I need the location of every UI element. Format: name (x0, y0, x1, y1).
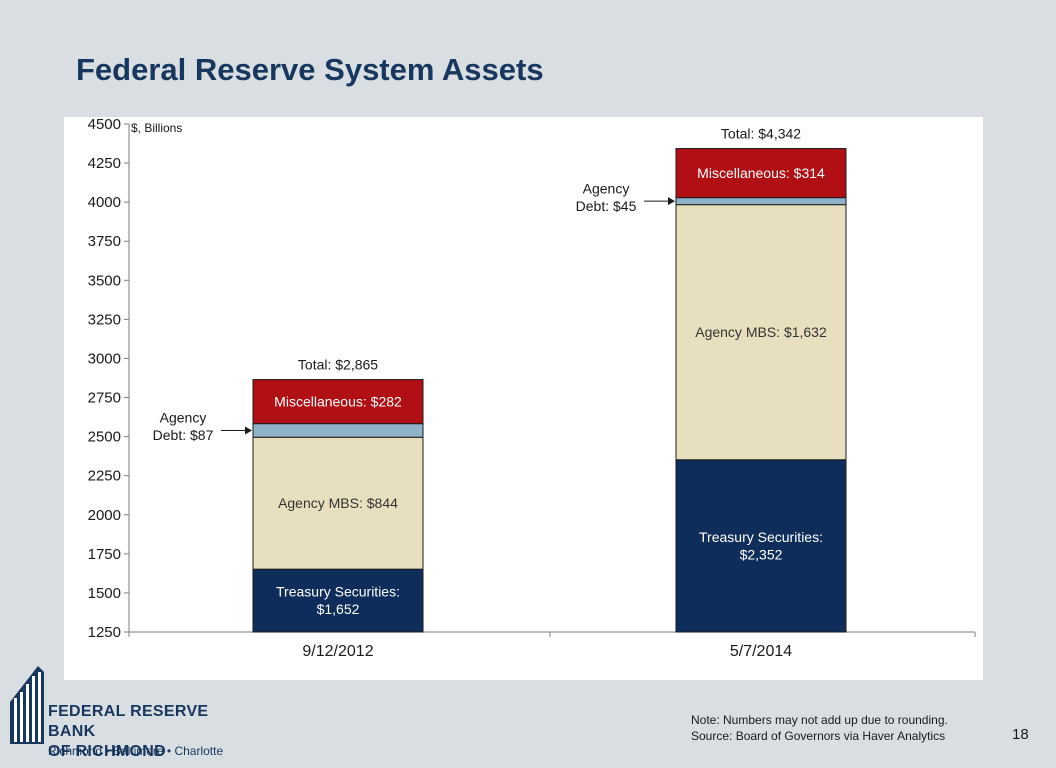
y-tick-label: 3250 (88, 311, 121, 328)
logo-cities: Richmond • Baltimore • Charlotte (48, 744, 224, 758)
y-tick-label: 1500 (88, 585, 121, 602)
annotation-agency-debt: Agency Debt: $45 (576, 180, 637, 214)
page-number: 18 (1012, 726, 1029, 743)
y-tick-label: 4250 (88, 155, 121, 172)
logo-text: FEDERAL RESERVE BANK OF RICHMOND (48, 703, 209, 760)
y-tick-label: 2750 (88, 390, 121, 407)
footnote: Note: Numbers may not add up due to roun… (691, 712, 948, 744)
bar-miscellaneous (252, 379, 424, 425)
annotation-arrow-head (668, 197, 675, 206)
y-tick-label: 3750 (88, 233, 121, 250)
data-label: Treasury Securities: $2,352 (699, 529, 823, 563)
bar-agency-mbs (675, 204, 847, 461)
y-tick-label: 1750 (88, 546, 121, 563)
source-text: Source: Board of Governors via Haver Ana… (691, 729, 946, 743)
data-label: Agency MBS: $844 (278, 495, 398, 511)
bar-agency-mbs (252, 436, 424, 570)
x-tick-label: 5/7/2014 (730, 643, 792, 660)
annotation-agency-debt: Agency Debt: $87 (153, 410, 214, 444)
bar-miscellaneous (675, 148, 847, 199)
data-label: Treasury Securities: $1,652 (276, 584, 400, 618)
chart-panel: 1250 1500 1750 2000 2250 2500 2750 3000 3250 3500… (64, 116, 983, 680)
data-label: Agency MBS: $1,632 (695, 324, 827, 340)
stacked-bar-chart: 1250 1500 1750 2000 2250 2500 2750 3000 3250 3500… (88, 116, 976, 660)
data-label: Miscellaneous: $282 (274, 394, 402, 410)
y-tick-label: 2500 (88, 429, 121, 446)
unit-label: $, Billions (131, 121, 182, 135)
data-label: Miscellaneous: $314 (697, 165, 825, 181)
slide-title: Federal Reserve System Assets (76, 52, 544, 87)
y-tick-label: 1250 (88, 624, 121, 641)
bar-agency-debt (252, 423, 424, 438)
frb-richmond-logo: FEDERAL RESERVE BANK OF RICHMOND Richmon… (8, 664, 248, 764)
y-tick-label: 2000 (88, 507, 121, 524)
bar-treasury-securities (675, 459, 847, 633)
y-tick-label: 3500 (88, 272, 121, 289)
y-tick-label: 2250 (88, 468, 121, 485)
x-tick-label: 9/12/2012 (302, 643, 373, 660)
y-tick-label: 3000 (88, 350, 121, 367)
eagle-columns-icon (10, 666, 44, 744)
total-label: Total: $2,865 (298, 357, 378, 373)
note-text: Note: Numbers may not add up due to roun… (691, 713, 948, 727)
total-label: Total: $4,342 (721, 126, 801, 142)
y-tick-label: 4000 (88, 194, 121, 211)
bar-agency-debt (675, 197, 847, 206)
y-tick-label: 4500 (88, 117, 121, 133)
annotation-arrow-head (245, 426, 252, 435)
